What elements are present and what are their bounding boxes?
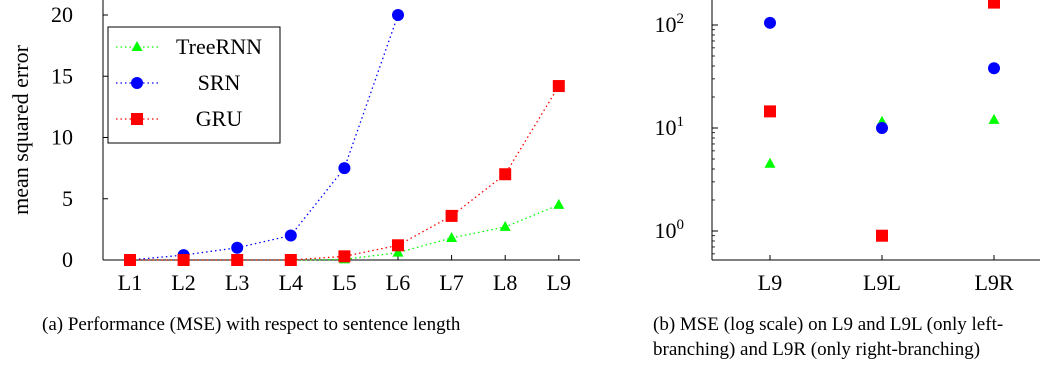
data-point-treernn [499,220,511,231]
axis-a-y-label: mean squared error [8,44,33,214]
axis-b-y-tick-label: 101 [655,114,685,140]
data-point-treernn [446,231,458,242]
data-point-srn [988,62,1000,75]
axis-b-y-tick-label: 102 [655,11,685,37]
axis-a-x-tick-label: L1 [118,270,142,295]
data-point-gru [552,80,565,93]
axis-a-y-tick-label: 10 [51,125,73,150]
axis-b-y-tick-label: 100 [655,217,685,243]
axis-a-x-tick-label: L6 [386,270,410,295]
caption-b-line-2: branching) and L9R (only right-branching… [653,339,981,360]
series-line-treernn [130,204,560,261]
data-point-srn [876,122,888,134]
data-point-gru [231,254,244,266]
data-point-gru [764,105,776,118]
axis-a-x-tick-label: L8 [493,270,517,295]
axis-a-x-tick-label: L9 [547,270,571,295]
legend-a-marker [131,41,143,51]
axis-a-y-tick-label: 15 [51,63,73,88]
caption-b: (b) MSE (log scale) on L9 and L9L (only … [653,312,1060,362]
legend-a-label: SRN [198,70,241,95]
axis-b-x-tick-label: L9L [863,270,901,295]
data-point-gru [177,254,190,266]
legend-a-label: TreeRNN [176,34,262,59]
data-point-gru [988,0,1000,9]
plot-b-branching: 100 101 102 L9 L9L L9R [655,0,1040,295]
data-point-gru [392,239,404,252]
data-point-srn [284,229,297,242]
data-point-treernn [392,246,404,257]
series-line-srn [129,14,399,261]
data-point-gru [124,254,136,266]
data-point-treernn [988,113,1000,124]
legend-a-label: GRU [196,106,243,131]
data-point-srn [392,9,404,21]
axis-a-y-tick-label: 20 [51,2,73,27]
data-point-gru [338,250,351,263]
plot-a-length: 0 5 10 15 20 L1 L2 L3 L4 L5 L6 L7 L8 L9 mean squared e… [8,0,580,295]
axis-a-x-tick-label: L3 [225,270,249,295]
data-point-treernn [764,157,776,168]
axis-a-x-tick-label: L5 [332,270,356,295]
data-point-gru [876,229,888,242]
axis-a-x-tick-label: L4 [279,270,303,295]
data-point-srn [338,162,351,175]
data-point-treernn [553,198,565,209]
legend-a: TreeRNN SRN GRU [107,26,281,144]
data-point-gru [284,254,297,266]
data-point-gru [499,168,512,181]
axis-b-x-tick-label: L9R [974,270,1013,295]
axis-a-y-tick-label: 0 [62,247,73,272]
caption-a: (a) Performance (MSE) with respect to se… [42,314,461,335]
axis-a-x-tick-label: L7 [439,270,463,295]
data-point-srn [764,16,776,29]
legend-a-marker [131,113,143,125]
data-point-gru [445,209,458,222]
legend-a-marker [131,77,143,89]
caption-b-line-1: (b) MSE (log scale) on L9 and L9L (only … [653,314,1004,335]
axis-a-x-tick-label: L2 [171,270,195,295]
axis-b-x-tick-label: L9 [758,270,782,295]
axis-a-y-tick-label: 5 [62,186,73,211]
data-point-srn [231,241,244,254]
